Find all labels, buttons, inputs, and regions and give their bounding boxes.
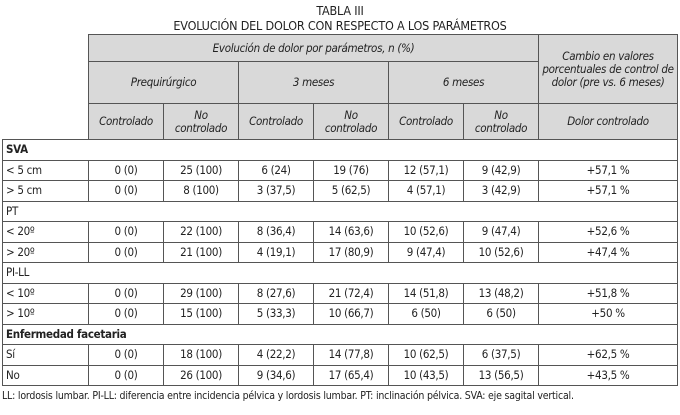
row-label: < 20º xyxy=(2,221,89,243)
table-title: TABLA III xyxy=(316,3,364,18)
table-cell: +62,5 % xyxy=(538,344,678,366)
row-label: < 10º xyxy=(2,282,89,304)
sub-header: Controlado xyxy=(238,103,314,140)
table-cell: +51,8 % xyxy=(538,282,678,304)
table-cell: 6 (50) xyxy=(462,303,540,325)
table-cell: 5 (62,5) xyxy=(313,180,389,202)
table-row: Sí 0 (0) 18 (100) 4 (22,2) 14 (77,8) 10 (62,5… xyxy=(2,344,678,366)
table-cell: 0 (0) xyxy=(88,180,164,202)
table-cell: 18 (100) xyxy=(163,344,239,366)
section-label: PT xyxy=(2,200,678,222)
table-cell: 3 (42,9) xyxy=(462,180,540,202)
table-cell: 19 (76) xyxy=(313,159,389,181)
table-cell: 10 (66,7) xyxy=(313,303,389,325)
table-cell: 29 (100) xyxy=(163,282,239,304)
period-header: Prequirúrgico xyxy=(88,61,239,104)
table-cell: 9 (34,6) xyxy=(238,364,314,386)
table-cell: 5 (33,3) xyxy=(238,303,314,325)
section-label: PI-LL xyxy=(2,262,678,284)
table-cell: 17 (80,9) xyxy=(313,241,389,263)
period-header: 6 meses xyxy=(387,61,540,104)
sub-header: No controlado xyxy=(313,103,389,140)
row-label: Sí xyxy=(2,344,89,366)
change-header: Cambio en valores porcentuales de contro… xyxy=(538,34,678,104)
table-row: No 0 (0) 26 (100) 9 (34,6) 17 (65,4) 10 (43,5… xyxy=(2,364,678,386)
table-cell: 8 (36,4) xyxy=(238,221,314,243)
table-cell: 0 (0) xyxy=(88,282,164,304)
period-header: 3 meses xyxy=(238,61,389,104)
table-cell: 8 (100) xyxy=(163,180,239,202)
table-cell: 4 (22,2) xyxy=(238,344,314,366)
table-row: < 10º 0 (0) 29 (100) 8 (27,6) 21 (72,4) 14 (5… xyxy=(2,282,678,304)
table-subtitle: EVOLUCIÓN DEL DOLOR CON RESPECTO A LOS P… xyxy=(173,18,507,33)
sub-header: No controlado xyxy=(163,103,239,140)
table-cell: 25 (100) xyxy=(163,159,239,181)
table-cell: 21 (100) xyxy=(163,241,239,263)
table-cell: 0 (0) xyxy=(88,364,164,386)
table-cell: 13 (48,2) xyxy=(462,282,540,304)
table-cell: 0 (0) xyxy=(88,221,164,243)
table-cell: +50 % xyxy=(538,303,678,325)
group-header: Evolución de dolor por parámetros, n (%) xyxy=(87,34,540,62)
table-cell: 4 (57,1) xyxy=(388,180,464,202)
table-cell: 6 (24) xyxy=(238,159,314,181)
table-cell: +52,6 % xyxy=(538,221,678,243)
sub-header: No controlado xyxy=(462,103,540,140)
table-row: < 20º 0 (0) 22 (100) 8 (36,4) 14 (63,6) 10 (5… xyxy=(2,221,678,243)
table-cell: 10 (52,6) xyxy=(462,241,540,263)
table-cell: 9 (47,4) xyxy=(462,221,540,243)
section-row: Enfermedad facetaria xyxy=(2,323,678,345)
section-label: SVA xyxy=(2,139,678,161)
table-cell: 13 (56,5) xyxy=(462,364,540,386)
section-label: Enfermedad facetaria xyxy=(2,323,678,345)
blank-corner xyxy=(2,34,89,140)
table-cell: 10 (62,5) xyxy=(388,344,464,366)
table-cell: 6 (37,5) xyxy=(462,344,540,366)
pain-evolution-table: Evolución de dolor por parámetros, n (%)… xyxy=(2,34,678,386)
section-row: PI-LL xyxy=(2,262,678,284)
table-cell: 21 (72,4) xyxy=(313,282,389,304)
table-cell: 15 (100) xyxy=(163,303,239,325)
table-cell: 0 (0) xyxy=(88,344,164,366)
table-cell: 0 (0) xyxy=(88,159,164,181)
table-cell: 14 (63,6) xyxy=(313,221,389,243)
table-cell: 9 (47,4) xyxy=(388,241,464,263)
table-cell: 26 (100) xyxy=(163,364,239,386)
table-cell: 22 (100) xyxy=(163,221,239,243)
sub-header: Controlado xyxy=(88,103,164,140)
table-cell: 10 (52,6) xyxy=(388,221,464,243)
sub-header: Controlado xyxy=(388,103,464,140)
table-cell: 9 (42,9) xyxy=(462,159,540,181)
table-cell: 0 (0) xyxy=(88,303,164,325)
table-cell: 6 (50) xyxy=(388,303,464,325)
table-cell: +57,1 % xyxy=(538,159,678,181)
row-label: > 20º xyxy=(2,241,89,263)
row-label: < 5 cm xyxy=(2,159,89,181)
table-row: > 10º 0 (0) 15 (100) 5 (33,3) 10 (66,7) 6 (50… xyxy=(2,303,678,325)
table-cell: 14 (77,8) xyxy=(313,344,389,366)
table-cell: 14 (51,8) xyxy=(388,282,464,304)
row-label: No xyxy=(2,364,89,386)
table-cell: 3 (37,5) xyxy=(238,180,314,202)
sub-header: Dolor controlado xyxy=(538,103,678,140)
table-cell: +57,1 % xyxy=(538,180,678,202)
section-row: PT xyxy=(2,200,678,222)
table-row: > 20º 0 (0) 21 (100) 4 (19,1) 17 (80,9) 9 (47… xyxy=(2,241,678,263)
table-cell: +43,5 % xyxy=(538,364,678,386)
table-cell: 4 (19,1) xyxy=(238,241,314,263)
table-cell: 10 (43,5) xyxy=(388,364,464,386)
row-label: > 10º xyxy=(2,303,89,325)
table-cell: 17 (65,4) xyxy=(313,364,389,386)
table-row: > 5 cm 0 (0) 8 (100) 3 (37,5) 5 (62,5) 4 (57,… xyxy=(2,180,678,202)
footnote: LL: lordosis lumbar. PI-LL: diferencia e… xyxy=(2,390,574,402)
table-cell: 0 (0) xyxy=(88,241,164,263)
table-cell: 8 (27,6) xyxy=(238,282,314,304)
row-label: > 5 cm xyxy=(2,180,89,202)
table-cell: +47,4 % xyxy=(538,241,678,263)
table-cell: 12 (57,1) xyxy=(388,159,464,181)
section-row: SVA xyxy=(2,139,678,161)
table-row: < 5 cm 0 (0) 25 (100) 6 (24) 19 (76) 12 (57,1… xyxy=(2,159,678,181)
